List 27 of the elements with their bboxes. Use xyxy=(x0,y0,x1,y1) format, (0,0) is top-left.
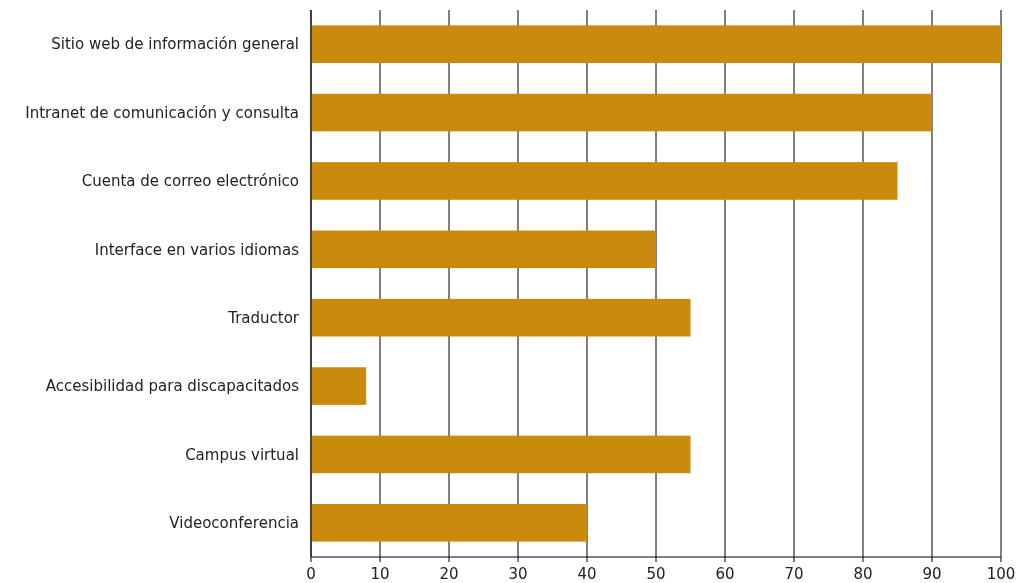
y-tick-label: Interface en varios idiomas xyxy=(94,240,300,259)
bar xyxy=(311,230,656,269)
bar xyxy=(311,298,691,337)
bar xyxy=(311,25,1001,63)
bar xyxy=(311,435,691,474)
y-tick-label: Traductor xyxy=(227,308,300,327)
y-tick-label: Cuenta de correo electrónico xyxy=(81,172,299,191)
bar xyxy=(311,93,932,132)
x-tick-label: 70 xyxy=(784,565,804,583)
bar xyxy=(311,367,367,405)
y-tick-label: Sitio web de información general xyxy=(51,35,299,54)
x-tick-label: 90 xyxy=(922,565,942,583)
x-tick-label: 0 xyxy=(306,565,316,583)
x-tick-label: 50 xyxy=(646,565,666,583)
y-tick-label: Accesibilidad para discapacitados xyxy=(45,377,300,396)
x-tick-label: 30 xyxy=(508,565,528,583)
y-tick-label: Campus virtual xyxy=(185,445,299,464)
bar xyxy=(311,162,898,200)
x-tick-label: 20 xyxy=(439,565,459,583)
x-tick-label: 100 xyxy=(986,565,1016,583)
x-tick-label: 80 xyxy=(853,565,873,583)
y-tick-label: Intranet de comunicación y consulta xyxy=(25,103,299,122)
y-tick-label: Videoconferencia xyxy=(169,514,299,533)
x-tick-label: 40 xyxy=(577,565,597,583)
bar xyxy=(311,504,587,542)
x-tick-label: 60 xyxy=(715,565,735,583)
x-tick-label: 10 xyxy=(370,565,390,583)
